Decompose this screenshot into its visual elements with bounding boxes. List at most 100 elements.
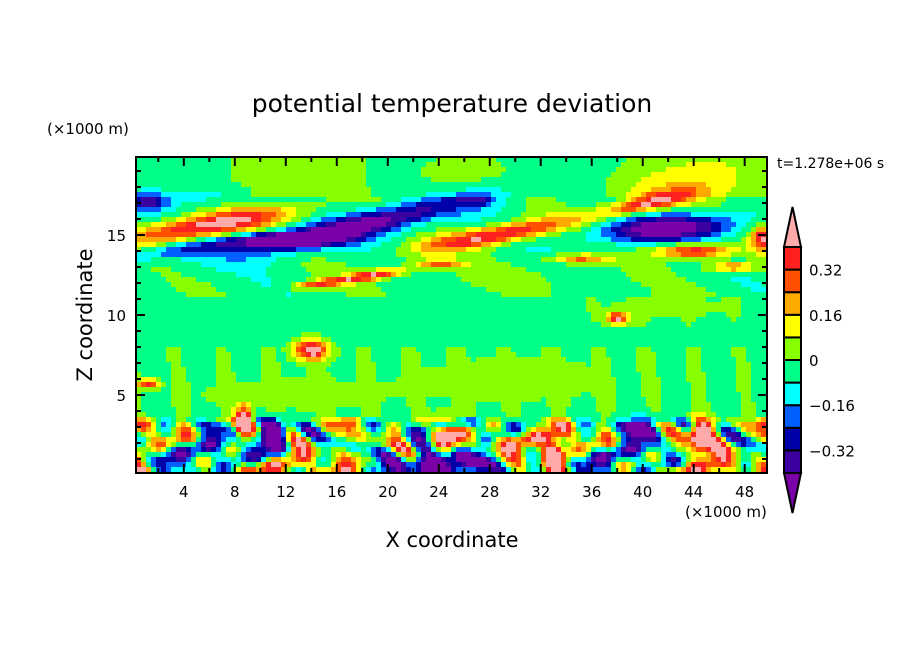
contour-cell [451, 277, 457, 283]
contour-cell [546, 177, 552, 183]
contour-cell [276, 312, 282, 318]
contour-cell [741, 307, 747, 313]
contour-cell [211, 232, 217, 238]
contour-cell [201, 222, 207, 228]
contour-cell [301, 332, 307, 338]
contour-cell [611, 337, 617, 343]
contour-cell [496, 317, 502, 323]
contour-cell [376, 182, 382, 188]
contour-cell [731, 202, 737, 208]
contour-cell [411, 257, 417, 263]
contour-cell [531, 312, 537, 318]
contour-cell [241, 277, 247, 283]
contour-cell [661, 167, 667, 173]
contour-cell [171, 287, 177, 293]
contour-cell [611, 182, 617, 188]
contour-cell [306, 287, 312, 293]
contour-cell [596, 182, 602, 188]
contour-cell [436, 207, 442, 213]
contour-cell [476, 237, 482, 243]
contour-cell [146, 307, 152, 313]
contour-cell [701, 262, 707, 268]
contour-cell [716, 267, 722, 273]
contour-cell [486, 177, 492, 183]
contour-cell [256, 337, 262, 343]
contour-cell [221, 347, 227, 353]
contour-cell [406, 212, 412, 218]
contour-cell [511, 172, 517, 178]
contour-cell [441, 202, 447, 208]
contour-cell [361, 277, 367, 283]
contour-cell [341, 187, 347, 193]
contour-cell [211, 187, 217, 193]
contour-cell [571, 317, 577, 323]
contour-cell [201, 162, 207, 168]
contour-cell [606, 277, 612, 283]
contour-cell [741, 272, 747, 278]
contour-cell [311, 162, 317, 168]
contour-cell [336, 192, 342, 198]
contour-cell [746, 207, 752, 213]
contour-cell [471, 272, 477, 278]
contour-cell [716, 212, 722, 218]
contour-cell [406, 342, 412, 348]
contour-cell [711, 217, 717, 223]
contour-cell [561, 187, 567, 193]
contour-cell [691, 272, 697, 278]
contour-cell [151, 247, 157, 253]
contour-cell [531, 227, 537, 233]
contour-cell [336, 267, 342, 273]
contour-cell [386, 232, 392, 238]
contour-cell [456, 347, 462, 353]
contour-cell [696, 277, 702, 283]
contour-cell [576, 252, 582, 258]
contour-cell [466, 182, 472, 188]
contour-cell [661, 187, 667, 193]
contour-cell [386, 302, 392, 308]
contour-cell [291, 247, 297, 253]
contour-cell [256, 192, 262, 198]
contour-cell [651, 192, 657, 198]
contour-cell [146, 227, 152, 233]
contour-cell [461, 287, 467, 293]
contour-cell [751, 282, 757, 288]
contour-cell [301, 167, 307, 173]
contour-cell [151, 242, 157, 248]
contour-cell [686, 197, 692, 203]
contour-cell [731, 172, 737, 178]
contour-cell [616, 337, 622, 343]
contour-cell [641, 327, 647, 333]
contour-cell [186, 267, 192, 273]
contour-cell [431, 277, 437, 283]
contour-cell [541, 157, 547, 163]
contour-cell [731, 252, 737, 258]
contour-cell [581, 302, 587, 308]
contour-cell [421, 202, 427, 208]
contour-cell [691, 177, 697, 183]
contour-cell [196, 337, 202, 343]
contour-cell [651, 177, 657, 183]
contour-cell [406, 172, 412, 178]
contour-cell [721, 222, 727, 228]
contour-cell [496, 267, 502, 273]
contour-cell [556, 187, 562, 193]
contour-cell [311, 257, 317, 263]
contour-cell [221, 252, 227, 258]
contour-cell [426, 277, 432, 283]
contour-cell [341, 252, 347, 258]
contour-cell [656, 202, 662, 208]
contour-cell [406, 232, 412, 238]
contour-cell [731, 157, 737, 163]
contour-cell [186, 287, 192, 293]
contour-cell [271, 207, 277, 213]
contour-cell [181, 242, 187, 248]
contour-cell [171, 167, 177, 173]
contour-cell [466, 187, 472, 193]
contour-cell [196, 182, 202, 188]
contour-cell [261, 307, 267, 313]
contour-cell [621, 182, 627, 188]
contour-cell [576, 277, 582, 283]
contour-cell [681, 257, 687, 263]
contour-cell [291, 262, 297, 268]
contour-cell [346, 197, 352, 203]
